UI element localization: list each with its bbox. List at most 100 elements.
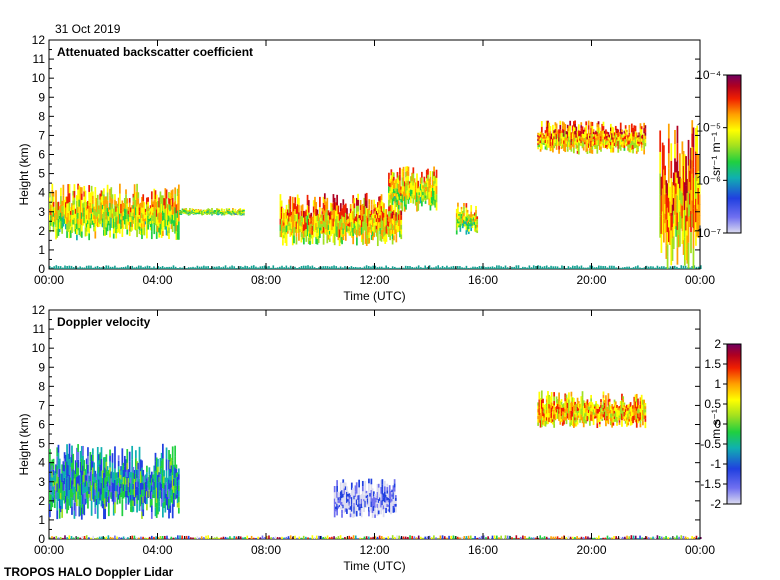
data-cell [574, 414, 576, 418]
data-cell [93, 472, 95, 483]
data-cell [598, 414, 601, 417]
data-cell [410, 182, 412, 190]
data-cell [352, 511, 354, 518]
data-cell [181, 208, 184, 210]
data-cell [207, 209, 210, 211]
data-cell [87, 455, 89, 465]
data-cell [374, 221, 377, 226]
data-cell [164, 484, 167, 492]
data-cell [322, 238, 325, 245]
data-cell [591, 145, 594, 150]
data-cell [76, 206, 78, 213]
data-cell [537, 412, 539, 416]
data-cell [165, 207, 168, 218]
data-cell [69, 477, 72, 488]
ground-mark [485, 267, 487, 269]
data-cell [58, 219, 61, 223]
ground-mark [396, 267, 398, 269]
data-cell [473, 212, 476, 216]
data-cell [470, 211, 473, 219]
data-cell [137, 198, 140, 205]
data-cell [202, 209, 205, 211]
data-cell [607, 141, 610, 144]
data-cell [51, 477, 54, 484]
data-cell [367, 226, 369, 236]
data-cell [130, 212, 132, 218]
ground-mark [450, 266, 453, 269]
data-cell [132, 193, 135, 198]
ground-mark [467, 267, 470, 269]
data-cell [78, 213, 81, 221]
data-cell [577, 142, 580, 149]
data-cell [376, 224, 379, 230]
data-cell [633, 415, 636, 421]
data-cell [196, 212, 199, 214]
data-cell [174, 213, 177, 221]
data-cell [642, 399, 644, 405]
data-cell [359, 504, 362, 507]
data-cell [642, 409, 644, 416]
data-cell [50, 204, 52, 209]
data-cell [78, 485, 81, 496]
ground-mark [628, 536, 630, 539]
data-cell [603, 130, 606, 134]
data-cell [87, 224, 89, 228]
data-cell [125, 209, 127, 215]
data-cell [584, 131, 586, 134]
data-cell [341, 513, 343, 518]
data-cell [341, 509, 343, 514]
colorbar-tick-label: 1.5 [704, 357, 721, 371]
data-cell [130, 494, 132, 501]
ground-mark [231, 265, 233, 269]
data-cell [117, 197, 120, 207]
data-cell [585, 416, 588, 420]
data-cell [376, 507, 379, 512]
colorbar-tick-label: -1.5 [700, 477, 721, 491]
data-cell [574, 141, 576, 145]
data-cell [589, 411, 591, 417]
ground-mark [187, 535, 190, 539]
ground-mark [411, 267, 413, 269]
data-cell [463, 206, 465, 210]
data-cell [465, 203, 468, 208]
data-cell [679, 176, 681, 189]
data-cell [640, 138, 643, 142]
data-cell [176, 481, 179, 486]
data-cell [132, 216, 135, 221]
data-cell [240, 214, 243, 216]
data-cell [629, 147, 632, 153]
data-cell [76, 212, 78, 218]
data-cell [101, 222, 104, 228]
data-cell [120, 222, 122, 226]
ground-mark [287, 536, 290, 539]
ground-mark [85, 265, 88, 269]
data-cell [476, 221, 479, 225]
data-cell [85, 214, 88, 219]
data-cell [392, 176, 395, 181]
data-cell [406, 180, 409, 186]
data-cell [88, 475, 91, 480]
data-cell [602, 126, 605, 131]
data-cell [234, 211, 237, 214]
data-cell [416, 202, 418, 212]
data-cell [162, 200, 164, 206]
data-cell [177, 485, 180, 491]
ground-mark [222, 266, 225, 269]
data-cell [609, 413, 612, 418]
data-cell [635, 402, 638, 407]
data-cell [544, 409, 547, 416]
data-cell [213, 212, 216, 214]
data-cell [378, 222, 380, 227]
data-cell [311, 239, 314, 244]
data-cell [666, 195, 669, 208]
ground-mark [526, 537, 528, 539]
ground-mark [582, 537, 585, 539]
data-cell [149, 223, 152, 228]
data-cell [376, 499, 379, 504]
data-cell [458, 223, 460, 226]
data-cell [332, 234, 335, 243]
data-cell [397, 220, 400, 226]
data-cell [640, 407, 643, 413]
data-cell [302, 230, 305, 238]
data-cell [166, 490, 169, 498]
